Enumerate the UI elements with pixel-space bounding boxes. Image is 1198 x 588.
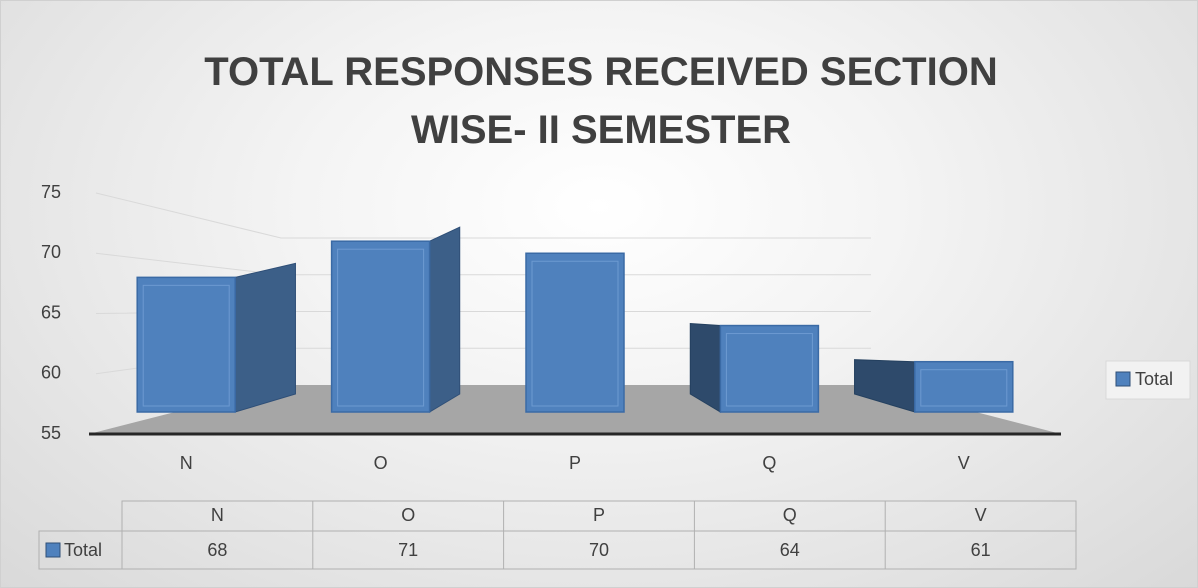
table-value: 68	[207, 540, 227, 560]
bar	[854, 359, 1014, 413]
table-header: V	[975, 505, 987, 525]
bar	[689, 323, 820, 413]
bar-front	[136, 276, 236, 413]
y-tick-label: 75	[41, 182, 61, 202]
x-tick-label: V	[958, 453, 970, 473]
legend-swatch	[45, 542, 61, 558]
x-tick-label: N	[180, 453, 193, 473]
bar-inner	[142, 284, 230, 407]
y-tick-label: 60	[41, 363, 61, 383]
table-header: P	[593, 505, 605, 525]
table-value: 71	[398, 540, 418, 560]
bar-front	[525, 252, 625, 413]
bar-front	[330, 240, 431, 413]
legend-swatch	[1115, 371, 1131, 387]
x-tick-label: P	[569, 453, 581, 473]
y-tick-label: 70	[41, 242, 61, 262]
bar-inner	[337, 248, 425, 407]
table-value: 61	[971, 540, 991, 560]
grid-line	[95, 252, 871, 276]
bar-side	[234, 262, 296, 413]
table-header: O	[401, 505, 415, 525]
bar	[136, 262, 296, 413]
bar-inner	[725, 333, 813, 407]
bar	[525, 252, 625, 413]
bar-side	[429, 226, 461, 413]
legend-label: Total	[1135, 369, 1173, 389]
grid-line	[95, 192, 871, 239]
table-row-label: Total	[64, 540, 102, 560]
y-tick-label: 65	[41, 302, 61, 322]
x-tick-label: O	[374, 453, 388, 473]
table-header: Q	[783, 505, 797, 525]
bar-inner	[531, 260, 619, 407]
table-row-header	[38, 530, 123, 570]
bar	[330, 226, 461, 413]
table-value: 64	[780, 540, 800, 560]
chart-title: TOTAL RESPONSES RECEIVED SECTION WISE- I…	[204, 50, 998, 152]
y-tick-label: 55	[41, 423, 61, 443]
bar-inner	[920, 369, 1008, 407]
x-tick-label: Q	[762, 453, 776, 473]
bar-front	[719, 324, 820, 413]
table-value: 70	[589, 540, 609, 560]
table-header: N	[211, 505, 224, 525]
